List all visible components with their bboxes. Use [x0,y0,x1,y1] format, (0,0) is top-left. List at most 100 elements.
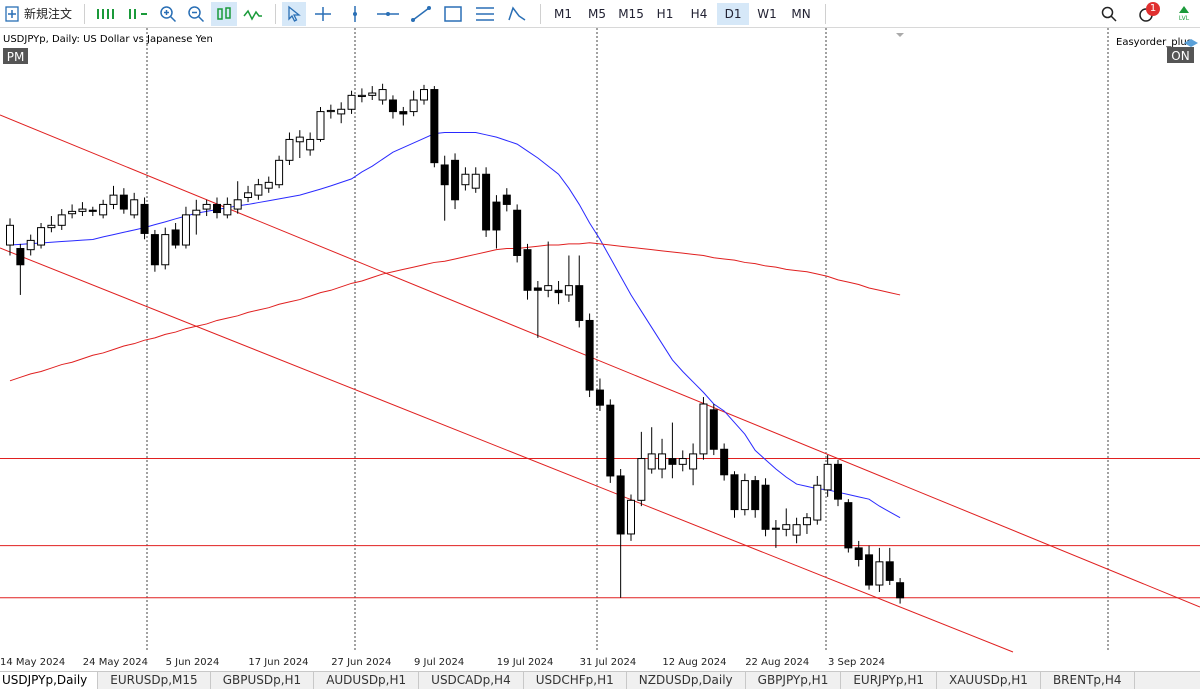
search-button[interactable] [1096,2,1122,26]
candle-body [709,409,718,450]
icon [129,8,148,19]
indicators-button[interactable] [239,2,267,26]
new-order-button[interactable]: 新規注文 [0,2,76,26]
candle-body [316,111,325,140]
timeframe-button[interactable]: H4 [690,6,708,21]
chart-tab[interactable]: NZDUSDp,Daily [627,672,746,689]
notifications-button[interactable]: 1 [1134,1,1162,26]
timeframe-button[interactable]: W1 [757,6,777,21]
new-order-icon [5,5,19,22]
candle-body [751,480,760,511]
timeframe-button[interactable]: D1 [717,2,750,25]
chart-tab[interactable]: GBPJPYp,H1 [746,672,842,689]
candle-body [865,554,874,586]
trend-lines [0,114,1200,653]
candle-body [668,458,677,465]
chart-tab[interactable]: EURJPYp,H1 [841,672,937,689]
candle-body [823,463,832,491]
zoom-in-button[interactable] [155,2,181,26]
candle-body [771,527,780,530]
candle-body [213,203,221,214]
candle-body [678,458,687,465]
candle-body [171,229,180,246]
toolbar: 新規注文 M1 M5 M15 H1 H4 D1 W1 MN 1 LVL [0,0,1200,28]
timeframe-button[interactable]: M15 [618,6,644,21]
x-tick-label: 22 Aug 2024 [745,657,809,668]
icon [1101,6,1117,22]
candle-body [264,181,273,189]
shapes-button[interactable] [438,2,468,26]
icon [476,6,495,21]
x-tick-label: 14 May 2024 [0,657,65,668]
icon [288,5,301,22]
candle-body [430,89,439,164]
chart-tab[interactable]: USDCADp,H4 [419,672,524,689]
candle-body [606,404,615,477]
chart-type-button[interactable] [91,2,121,26]
candle-body [482,173,491,231]
candle-body [689,453,698,470]
chart-tab[interactable]: USDCHFp,H1 [524,672,627,689]
zoom-out-button[interactable] [183,2,209,26]
candle-body [88,209,97,212]
icon [188,5,205,22]
timeframe-button[interactable]: M1 [554,6,573,21]
chart-tab[interactable]: AUDUSDp,H1 [314,672,420,689]
candle-body [130,199,139,216]
candles-button[interactable] [211,1,238,26]
timeframe-button[interactable]: MN [791,6,811,21]
separator [825,3,827,24]
candle-body [471,173,480,189]
candle-body [585,319,594,391]
chart-tab[interactable]: GBPUSDp,H1 [211,672,315,689]
fibo-button[interactable] [470,2,500,26]
candle-body [306,138,315,151]
elliott-button[interactable] [502,2,532,26]
chart-tab[interactable]: XAUUSDp,H1 [937,672,1041,689]
candle-body [885,561,894,581]
candle-body [854,547,863,560]
trend-line [0,247,1014,653]
trendline-button[interactable] [406,2,436,26]
x-tick-label: 17 Jun 2024 [248,657,308,668]
chart-tab[interactable]: EURUSDp,M15 [98,672,211,689]
icon [243,9,263,21]
crosshair-button[interactable] [308,2,338,26]
chart-type-button[interactable] [123,2,153,26]
candle-body [357,94,366,98]
x-tick-label: 31 Jul 2024 [580,657,637,668]
icon [444,5,462,22]
candle-body [47,224,56,229]
candle-body [150,234,159,266]
candle-body [16,248,25,266]
vline-button[interactable] [340,2,370,26]
candle-body [420,89,428,101]
lvl-button[interactable]: LVL [1174,2,1194,26]
candle-body [140,203,149,234]
period-separators [146,28,1109,652]
x-axis: 14 May 2024 24 May 2024 5 Jun 2024 17 Jun 2… [0,657,885,668]
chart-tabs: USDJPYp,Daily EURUSDp,M15 GBPUSDp,H1 AUDUSD… [0,671,1200,689]
candle-body [740,480,749,511]
icon [315,6,332,21]
candle-body [399,111,408,115]
candle-body [161,234,170,266]
icon [217,6,231,20]
candle-body [347,94,356,110]
timeframe-button[interactable]: H1 [656,6,674,21]
hline-button[interactable] [372,2,404,26]
chart-tab[interactable]: USDJPYp,Daily [0,672,99,689]
candle-body [461,173,470,186]
x-tick-label: 12 Aug 2024 [662,657,726,668]
timeframe-button[interactable]: M5 [588,6,607,21]
horizontal-levels [0,458,1200,599]
candle-body [378,89,387,101]
candle-body [26,239,35,251]
icon [377,11,400,16]
candle-body [244,192,253,198]
cursor-button[interactable] [282,1,307,26]
chart-tab[interactable]: BRENTp,H4 [1041,672,1135,689]
candle-body [720,448,729,476]
candle-body [492,201,501,231]
pm-box [3,48,28,64]
